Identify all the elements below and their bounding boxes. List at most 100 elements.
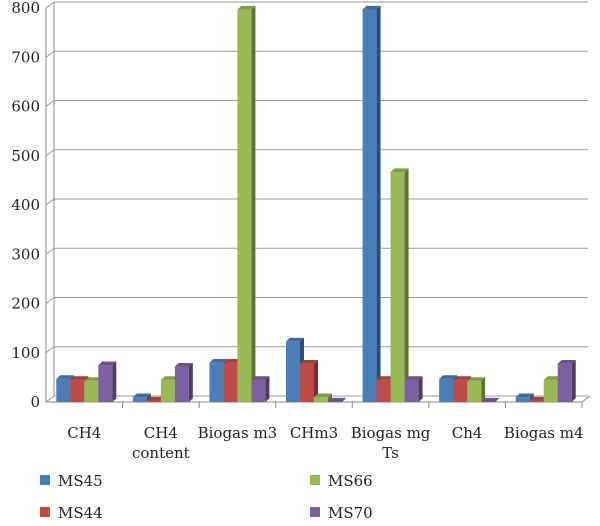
x-tick-label: Ts (382, 444, 399, 462)
legend-label: MS45 (58, 472, 103, 490)
bar-top (557, 359, 576, 364)
gridline-side (45, 1, 55, 9)
bars (56, 5, 576, 403)
bar-ms44 (376, 379, 391, 402)
bar-side (418, 376, 423, 402)
gridline-side (45, 297, 55, 304)
legend-label: MS66 (328, 472, 373, 490)
bar-top (98, 361, 117, 366)
bar-ms45 (439, 378, 454, 402)
legend-swatch (310, 507, 320, 517)
legend-label: MS70 (328, 504, 373, 522)
bar-ms70 (481, 401, 496, 403)
x-tick-label: CH4 (67, 424, 101, 442)
bar-top (543, 376, 562, 380)
bar-ms45 (132, 397, 147, 402)
x-tick-label: CH4 (144, 424, 178, 442)
y-tick-label: 400 (11, 196, 40, 214)
bar-ms70 (98, 365, 113, 402)
x-tick-label: Ch4 (452, 424, 483, 442)
x-tick-label: Biogas mg (351, 424, 431, 442)
bar-top (481, 397, 500, 402)
gridline-side (45, 395, 55, 403)
bar-top (404, 376, 423, 380)
gridline-side (45, 100, 55, 107)
y-tick-label: 300 (11, 245, 40, 263)
x-tick-label: Biogas m4 (504, 424, 584, 442)
bar-top (209, 359, 228, 363)
bar-ms44 (300, 363, 314, 402)
gridline-side (45, 149, 55, 157)
bar-top (251, 376, 270, 380)
y-tick-label: 700 (11, 48, 40, 66)
bar-side (265, 376, 270, 402)
y-tick-label: 800 (11, 0, 40, 17)
bar-ms45 (362, 9, 377, 402)
bar-ms66 (314, 397, 328, 402)
bar-ms44 (453, 379, 468, 402)
bar-ms66 (390, 172, 405, 402)
y-tick-label: 0 (30, 393, 40, 411)
bar-top (160, 376, 179, 380)
bar-top (529, 396, 548, 401)
x-tick-label: content (132, 444, 190, 462)
bar-side (314, 359, 318, 402)
bar-ms44 (70, 379, 85, 402)
bar-ms66 (237, 9, 252, 402)
bar-ms44 (146, 400, 161, 402)
bar-top (286, 337, 304, 342)
bar-top (328, 397, 346, 402)
bar-side (376, 5, 381, 402)
bar-side (188, 362, 193, 402)
bar-ms44 (223, 362, 238, 402)
bar-top (467, 377, 486, 381)
bar-side (495, 397, 500, 402)
axis-labels: 0 100 200 300 400 500 600 700 800 CH4 CH4 content Bi… (11, 0, 583, 462)
legend: MS45 MS66 MS44 MS70 (40, 472, 373, 522)
bar-top (237, 5, 256, 10)
bar-top (70, 376, 89, 380)
gridlines (45, 1, 588, 403)
y-tick-label: 500 (11, 147, 40, 165)
bar-ms45 (56, 378, 71, 402)
bar-top (132, 393, 151, 398)
bar-ms45 (209, 362, 224, 402)
bar-ms44 (529, 400, 544, 402)
gridline-side (45, 198, 55, 206)
bar-side (328, 393, 332, 402)
legend-label: MS44 (58, 504, 103, 522)
legend-swatch (40, 475, 50, 485)
y-tick-label: 600 (11, 98, 40, 116)
bar-top (376, 376, 395, 380)
bar-top (314, 393, 332, 398)
bar-top (453, 376, 472, 380)
bar-ms66 (84, 380, 99, 402)
bar-ms70 (557, 363, 572, 402)
x-tick-label: CHm3 (290, 424, 338, 442)
bar-side (342, 397, 346, 402)
bar-side (404, 168, 409, 402)
y-tick-label: 200 (11, 295, 40, 313)
bar-ms66 (160, 379, 175, 402)
bar-ms70 (174, 366, 189, 402)
x-tick-label: Biogas m3 (198, 424, 278, 442)
bar-side (251, 5, 256, 402)
bar-top (439, 375, 458, 379)
gridline-side (45, 346, 55, 354)
legend-swatch (310, 475, 320, 485)
bar-side (571, 359, 576, 402)
y-tick-label: 100 (11, 344, 40, 362)
bar-ms70 (251, 379, 266, 402)
bar-ms45 (286, 341, 300, 402)
floor-edge (581, 395, 591, 403)
bar-side (112, 361, 117, 402)
legend-swatch (40, 507, 50, 517)
bar-top (84, 377, 103, 381)
bar-ms66 (467, 380, 482, 402)
bar-side (481, 377, 486, 402)
bar-top (362, 5, 381, 10)
bar-ms70 (328, 401, 342, 403)
bar-top (146, 396, 165, 401)
gridline-side (45, 247, 55, 255)
